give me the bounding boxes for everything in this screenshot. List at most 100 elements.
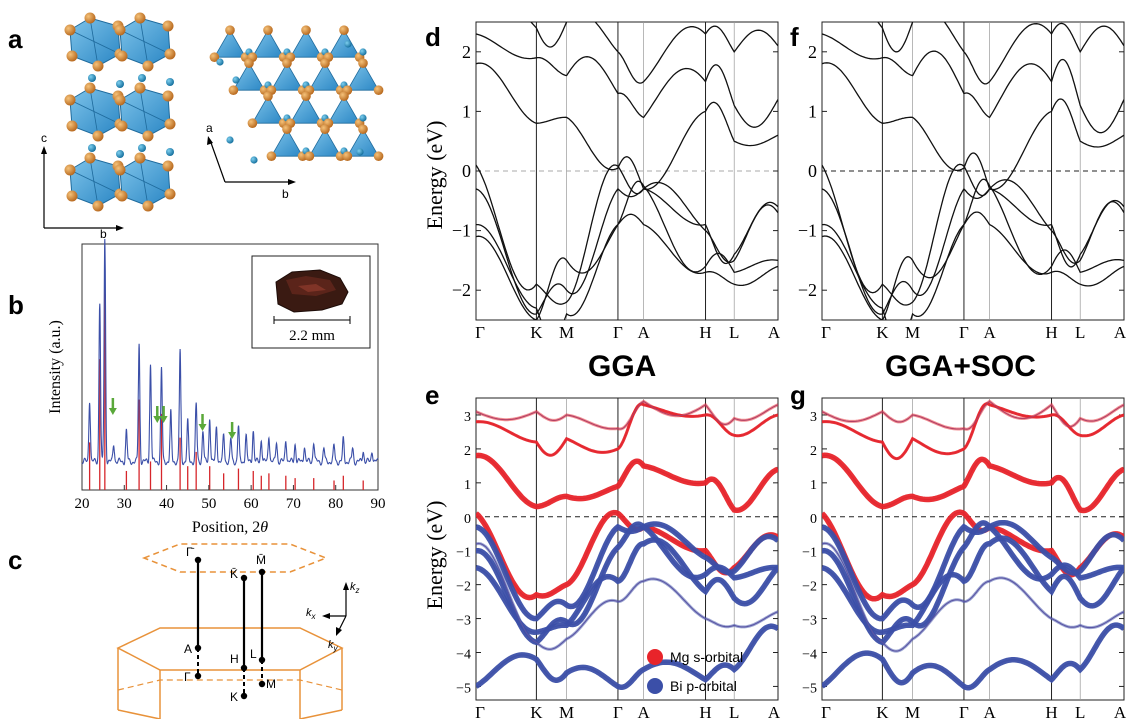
bi-atom bbox=[358, 58, 368, 68]
axis-ky: ky bbox=[328, 639, 339, 653]
band-ytick-label: 1 bbox=[808, 101, 817, 121]
band-ytick-label: −2 bbox=[798, 280, 817, 300]
bi-atom bbox=[247, 118, 258, 128]
mg-atom bbox=[116, 80, 124, 88]
panel-letter-f: f bbox=[790, 22, 799, 52]
side-view-structure bbox=[64, 12, 176, 212]
side-view-axes: c b bbox=[41, 131, 124, 240]
mg-atom bbox=[166, 78, 174, 86]
band-line bbox=[822, 62, 1124, 191]
band-ytick-label: 0 bbox=[808, 161, 817, 181]
band-xtick-label: K bbox=[530, 703, 543, 719]
band-lines bbox=[476, 22, 778, 320]
band-xtick-label: L bbox=[1075, 323, 1085, 342]
bi-atom bbox=[92, 200, 104, 212]
legend-swatch-bi bbox=[647, 678, 663, 694]
bi-atom bbox=[84, 152, 96, 164]
tetrahedron bbox=[289, 29, 323, 58]
axis-label-a: a bbox=[206, 121, 213, 135]
bi-atom bbox=[228, 85, 239, 95]
impurity-arrow bbox=[153, 406, 162, 423]
bi-atom bbox=[358, 124, 368, 134]
xrd-xtick-label: 60 bbox=[244, 496, 259, 512]
bi-atom bbox=[339, 25, 349, 35]
mg-atom bbox=[88, 144, 96, 152]
bi-atom bbox=[301, 91, 311, 101]
bi-atom bbox=[244, 58, 254, 68]
band-xtick-label: H bbox=[1045, 703, 1057, 719]
bi-atom bbox=[282, 58, 292, 68]
tetrahedron bbox=[251, 29, 285, 58]
bi-atom bbox=[373, 85, 384, 95]
band-ytick-label: −2 bbox=[456, 580, 471, 595]
xrd-ylabel: Intensity (a.u.) bbox=[47, 320, 64, 414]
panel-letter-e: e bbox=[425, 380, 440, 410]
impurity-arrow bbox=[198, 414, 207, 431]
bz-label-M: M bbox=[266, 677, 276, 691]
mg-s-weight bbox=[476, 509, 778, 601]
band-xtick-label: Γ bbox=[613, 323, 623, 342]
mg-s-weight bbox=[476, 402, 778, 457]
band-lines bbox=[476, 399, 778, 691]
panel-letter-d: d bbox=[425, 22, 441, 52]
band-xtick-label: L bbox=[1075, 703, 1085, 719]
band-xtick-label: L bbox=[729, 703, 739, 719]
band-ytick-label: 0 bbox=[464, 512, 471, 527]
band-line bbox=[476, 539, 778, 633]
tetrahedron bbox=[346, 128, 380, 157]
bi-atom bbox=[134, 12, 146, 24]
band-xtick-label: M bbox=[905, 323, 920, 342]
band-ytick-label: −1 bbox=[452, 221, 471, 241]
bi-atom bbox=[209, 52, 220, 62]
bi-p-weight bbox=[822, 622, 1124, 691]
bi-atom bbox=[116, 190, 128, 202]
mg-atom bbox=[116, 150, 124, 158]
xrd-xtick-label: 80 bbox=[328, 496, 343, 512]
band-xtick-label: A bbox=[983, 703, 996, 719]
band-ytick-label: −3 bbox=[456, 614, 471, 629]
bi-atom bbox=[66, 190, 78, 202]
band-line bbox=[822, 178, 1124, 320]
bi-atom bbox=[164, 188, 176, 200]
band-ytick-label: 1 bbox=[810, 478, 817, 493]
band-line bbox=[822, 211, 1124, 320]
axis-label-b2: b bbox=[282, 187, 289, 201]
bi-atom bbox=[84, 82, 96, 94]
band-xtick-label: Γ bbox=[613, 703, 623, 719]
top-view-structure bbox=[209, 25, 384, 164]
mg-atom bbox=[166, 148, 174, 156]
bi-atom bbox=[320, 124, 330, 134]
bi-p-weight bbox=[476, 541, 778, 651]
orbital-legend: Mg s-orbital Bi p-orbital bbox=[647, 649, 743, 694]
panel-letter-a: a bbox=[8, 24, 23, 54]
mg-atom bbox=[356, 148, 364, 156]
band-ytick-label: 3 bbox=[810, 410, 817, 425]
tetrahedron bbox=[346, 62, 380, 91]
top-view-axes: a b bbox=[206, 121, 296, 201]
mg-atom bbox=[88, 74, 96, 82]
impurity-arrow bbox=[228, 422, 237, 439]
bz-label-K: K bbox=[230, 690, 238, 704]
band-xtick-label: A bbox=[1114, 703, 1126, 719]
tetrahedron bbox=[251, 95, 285, 124]
band-ytick-label: −5 bbox=[802, 681, 817, 696]
bz-label-m-bar: M̄ bbox=[256, 553, 266, 567]
mg-atom bbox=[226, 136, 234, 144]
band-xtick-label: A bbox=[983, 323, 996, 342]
bi-atom bbox=[116, 120, 128, 132]
band-lines bbox=[822, 399, 1124, 691]
panel-letter-g: g bbox=[790, 380, 806, 410]
band-xtick-label: Γ bbox=[475, 323, 485, 342]
inset-scale-label: 2.2 mm bbox=[289, 328, 335, 344]
mg-atom bbox=[138, 74, 146, 82]
impurity-arrow bbox=[159, 406, 168, 423]
bz-label-A: A bbox=[184, 642, 192, 656]
tetrahedron bbox=[213, 29, 247, 58]
bi-atom bbox=[66, 120, 78, 132]
tetrahedron bbox=[289, 95, 323, 124]
band-ytick-label: −2 bbox=[452, 280, 471, 300]
bi-atom bbox=[266, 151, 277, 161]
band-ylabel-bottom: Energy (eV) bbox=[422, 501, 447, 610]
